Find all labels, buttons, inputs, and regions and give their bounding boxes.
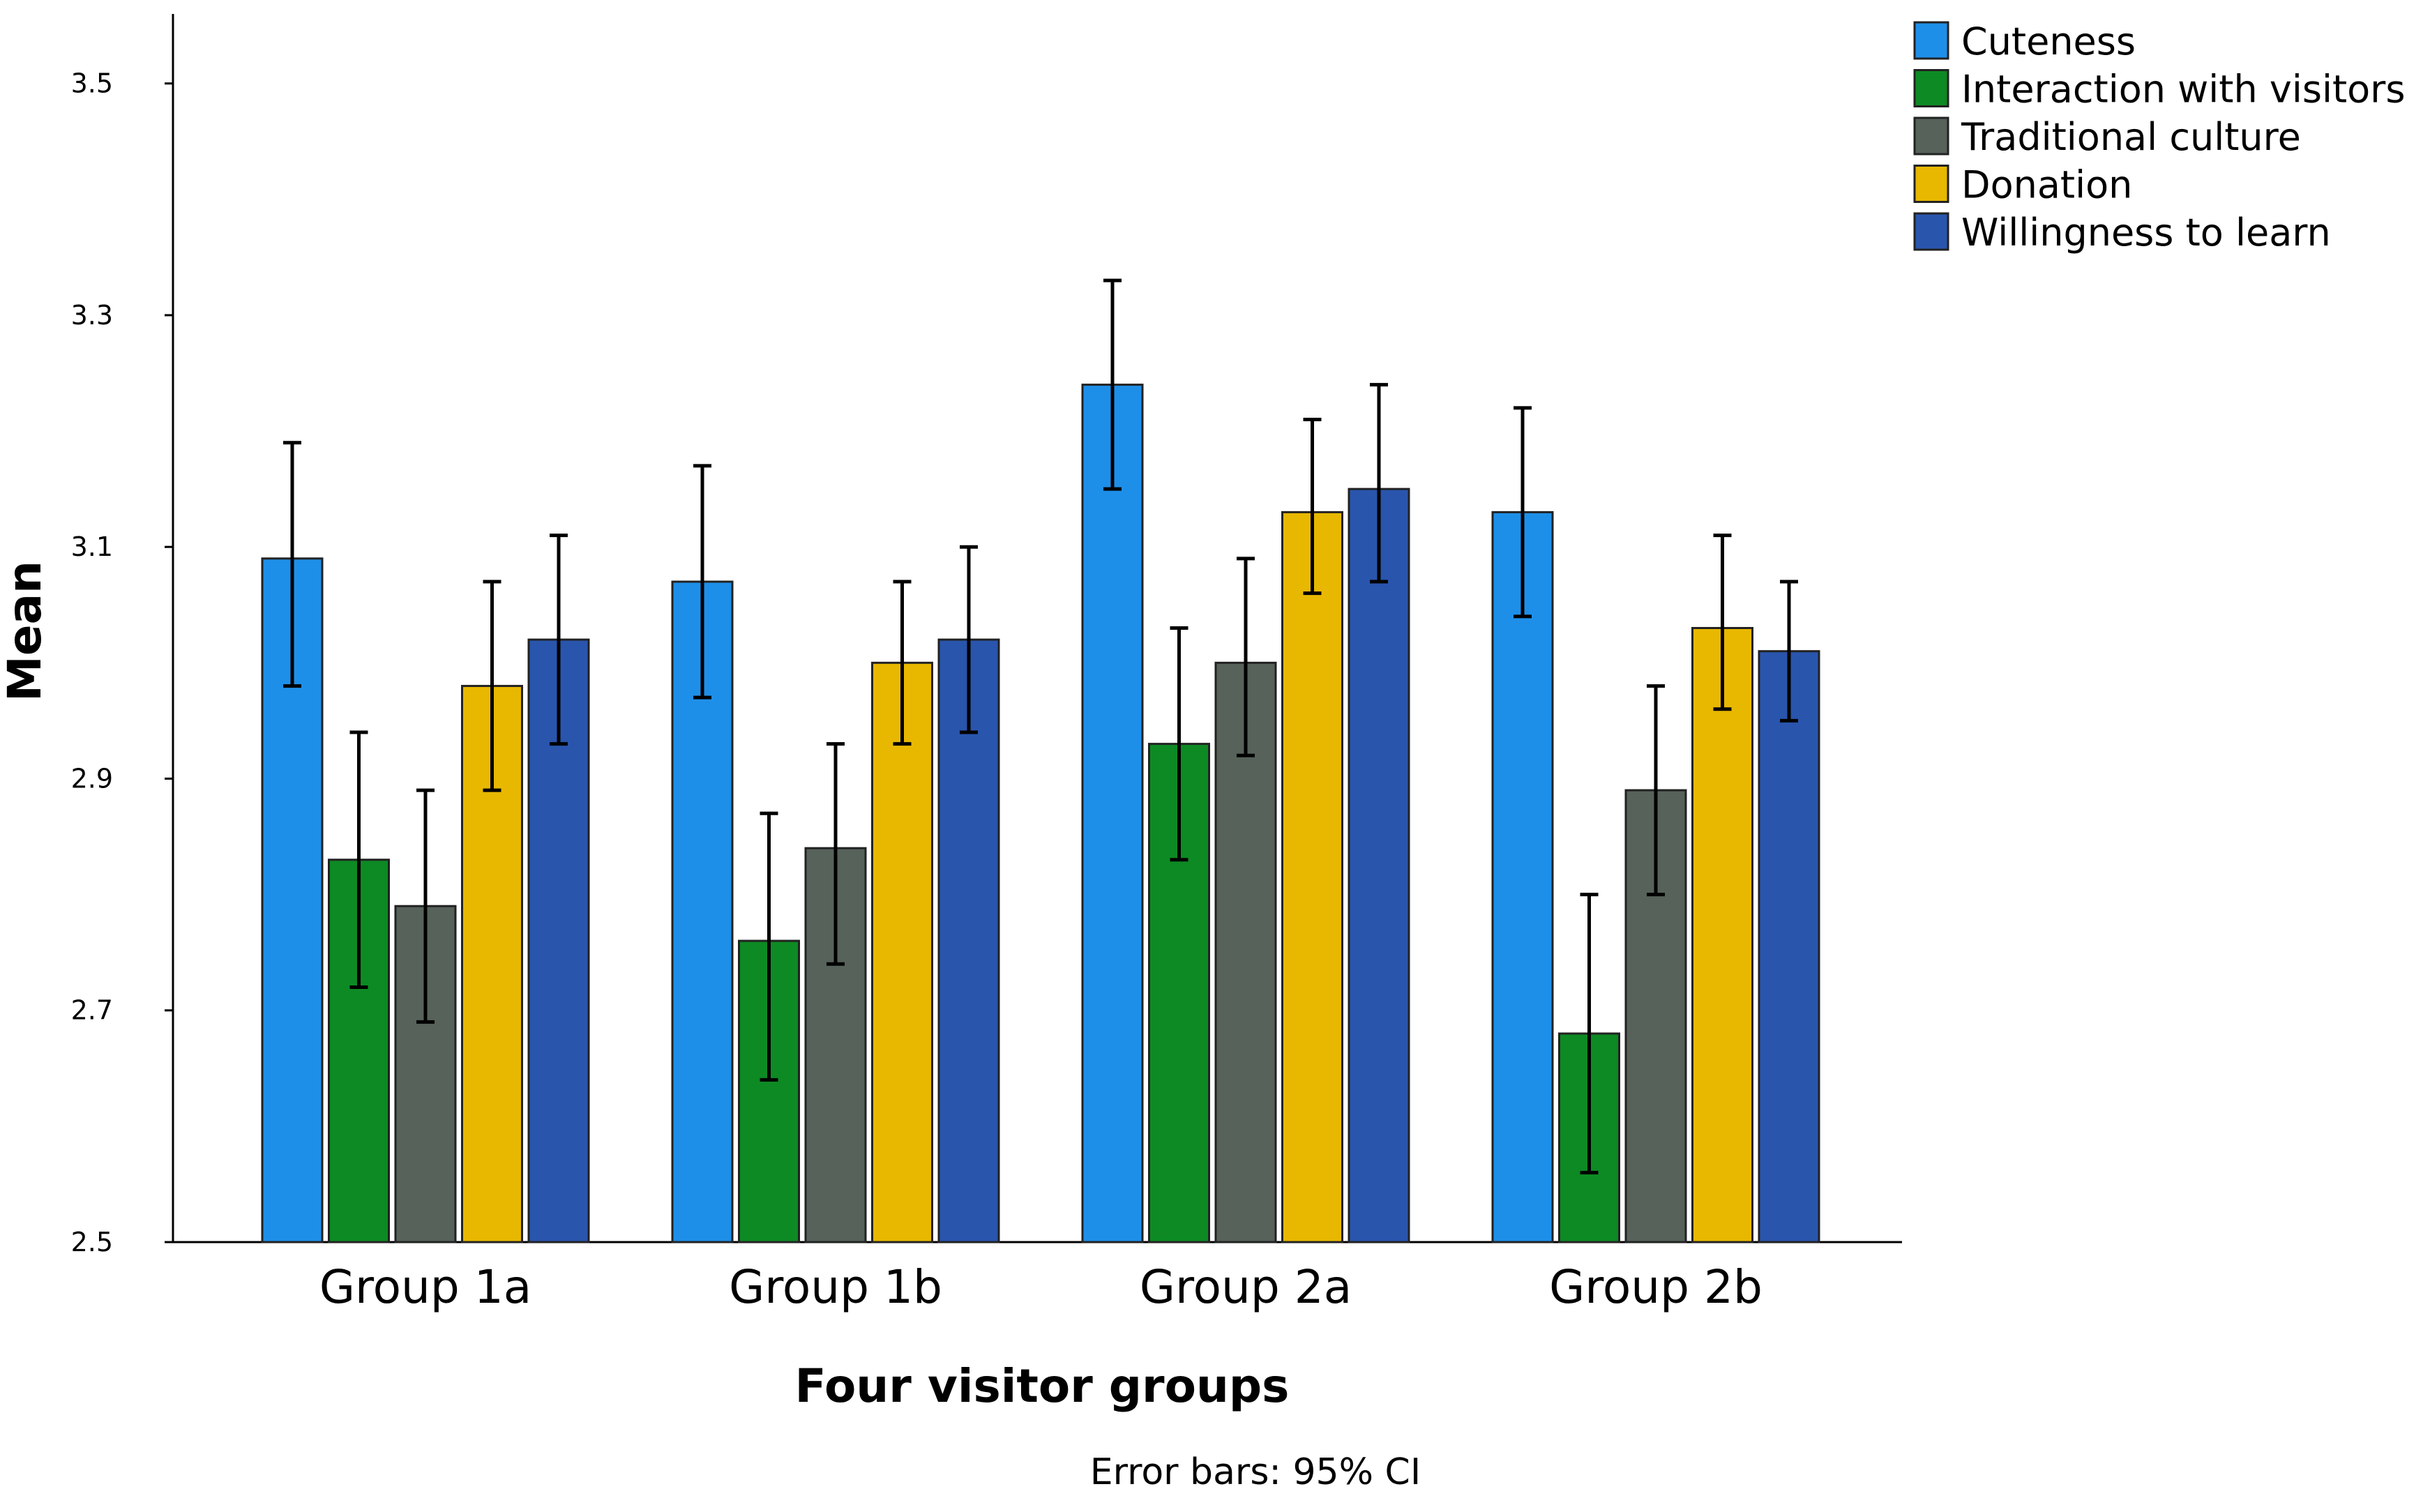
x-category-label: Group 2a [1140, 1260, 1352, 1314]
bar-group-1b-donation [871, 661, 933, 1243]
legend-label: Cuteness [1961, 20, 2136, 63]
y-axis-title: Mean [0, 561, 52, 702]
legend-label: Donation [1961, 163, 2132, 207]
bar-group-2b-cuteness [1491, 511, 1554, 1243]
error-bars-note: Error bars: 95% CI [1090, 1451, 1421, 1493]
x-axis-title: Four visitor groups [795, 1359, 1290, 1413]
bar-group-2a-donation [1281, 511, 1343, 1243]
bar-group-2a-cuteness [1081, 384, 1144, 1243]
y-tick-label: 3.5 [71, 68, 113, 99]
x-category-label: Group 1a [319, 1260, 531, 1314]
error-bars [283, 278, 1798, 1174]
bars [261, 384, 1820, 1243]
y-tick-label: 2.7 [71, 995, 113, 1026]
y-ticks: 2.5 2.7 2.9 3.1 3.3 3.5 [71, 68, 173, 1257]
bar-group-2b-willingness-to-learn [1758, 650, 1820, 1243]
x-category-label: Group 2b [1549, 1260, 1763, 1314]
legend-label: Traditional culture [1961, 115, 2301, 159]
legend: Cuteness Interaction with visitorsTraditi… [1913, 20, 2406, 255]
legend-swatch [1913, 165, 1949, 203]
plot-area: 2.52.72.93.13.33.5 Group 1a Group 1b Group… [71, 14, 1902, 1314]
y-tick-label: 3.3 [71, 300, 113, 331]
y-tick-label: 2.5 [71, 1227, 113, 1257]
bar-group-2a-willingness-to-learn [1348, 487, 1410, 1243]
legend-label: Willingness to learn [1961, 211, 2331, 255]
legend-swatch [1913, 116, 1949, 156]
bar-group-2b-donation [1691, 627, 1753, 1243]
y-tick-label: 2.9 [71, 763, 113, 794]
bar-group-2a-traditional-culture [1214, 661, 1277, 1243]
legend-label: Interaction with visitors [1961, 68, 2406, 112]
legend-swatch [1913, 21, 1949, 60]
x-category-label: Group 1b [729, 1260, 942, 1314]
bar-group-1b-willingness-to-learn [937, 638, 1000, 1243]
y-tick-label: 3.1 [71, 531, 113, 562]
legend-swatch [1913, 212, 1949, 251]
x-category-labels: Group 1a Group 1b Group 2a Group 2b [319, 1260, 1763, 1314]
legend-swatch [1913, 69, 1949, 107]
bar-group-1a-donation [461, 685, 523, 1243]
